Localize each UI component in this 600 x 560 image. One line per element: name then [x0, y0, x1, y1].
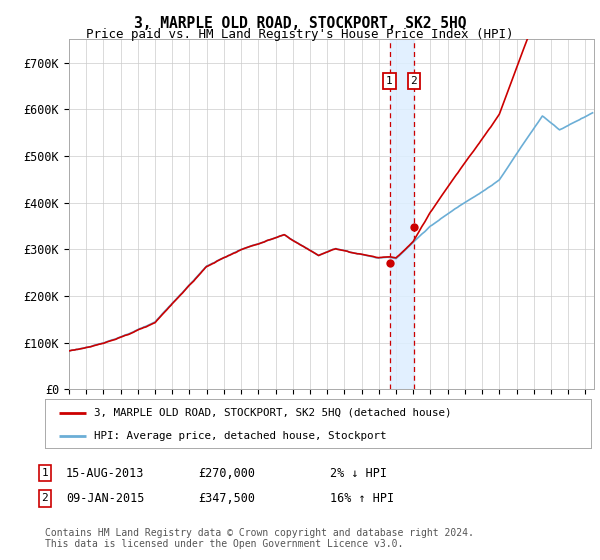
Text: 3, MARPLE OLD ROAD, STOCKPORT, SK2 5HQ: 3, MARPLE OLD ROAD, STOCKPORT, SK2 5HQ [134, 16, 466, 31]
Text: 15-AUG-2013: 15-AUG-2013 [66, 466, 145, 480]
Text: 2% ↓ HPI: 2% ↓ HPI [330, 466, 387, 480]
Text: 3, MARPLE OLD ROAD, STOCKPORT, SK2 5HQ (detached house): 3, MARPLE OLD ROAD, STOCKPORT, SK2 5HQ (… [94, 408, 452, 418]
Text: 2: 2 [410, 76, 417, 86]
Bar [389, 39, 414, 389]
Text: 16% ↑ HPI: 16% ↑ HPI [330, 492, 394, 505]
Text: 1: 1 [386, 76, 393, 86]
Text: 1: 1 [41, 468, 49, 478]
Text: 2: 2 [41, 493, 49, 503]
Text: £347,500: £347,500 [198, 492, 255, 505]
Text: HPI: Average price, detached house, Stockport: HPI: Average price, detached house, Stoc… [94, 431, 386, 441]
Text: Price paid vs. HM Land Registry's House Price Index (HPI): Price paid vs. HM Land Registry's House … [86, 28, 514, 41]
Text: 09-JAN-2015: 09-JAN-2015 [66, 492, 145, 505]
Text: Contains HM Land Registry data © Crown copyright and database right 2024.
This d: Contains HM Land Registry data © Crown c… [45, 528, 474, 549]
Text: £270,000: £270,000 [198, 466, 255, 480]
